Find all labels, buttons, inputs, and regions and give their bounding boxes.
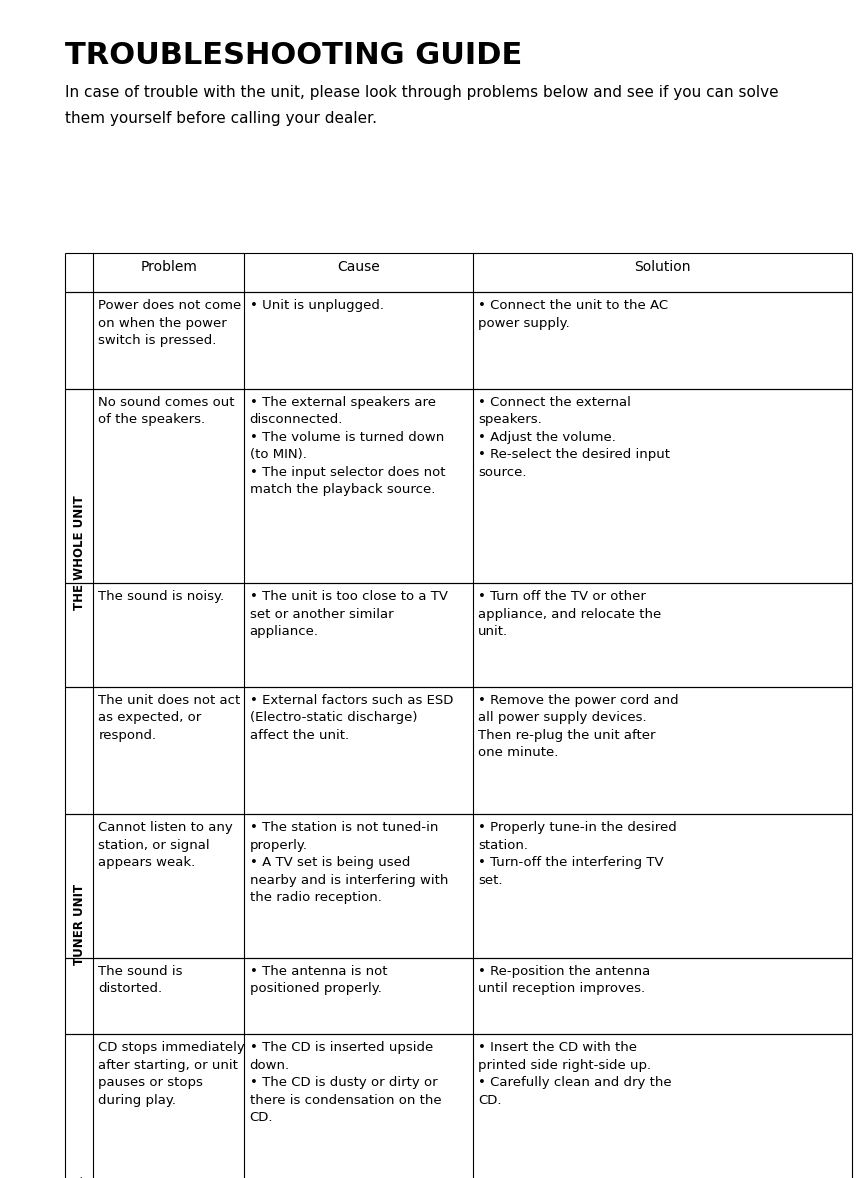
- Text: • The external speakers are
disconnected.
• The volume is turned down
(to MIN).
: • The external speakers are disconnected…: [249, 396, 445, 496]
- Text: • Re-position the antenna
until reception improves.: • Re-position the antenna until receptio…: [477, 965, 650, 995]
- Text: • The station is not tuned-in
properly.
• A TV set is being used
nearby and is i: • The station is not tuned-in properly. …: [249, 821, 448, 904]
- Text: THE WHOLE UNIT: THE WHOLE UNIT: [73, 496, 86, 610]
- Text: The unit does not act
as expected, or
respond.: The unit does not act as expected, or re…: [99, 694, 240, 742]
- Text: CD stops immediately
after starting, or unit
pauses or stops
during play.: CD stops immediately after starting, or …: [99, 1041, 245, 1107]
- Text: them yourself before calling your dealer.: them yourself before calling your dealer…: [65, 111, 377, 126]
- Text: Cause: Cause: [337, 260, 380, 274]
- Text: • The CD is inserted upside
down.
• The CD is dusty or dirty or
there is condens: • The CD is inserted upside down. • The …: [249, 1041, 441, 1124]
- Text: In case of trouble with the unit, please look through problems below and see if : In case of trouble with the unit, please…: [65, 85, 779, 100]
- Text: • The antenna is not
positioned properly.: • The antenna is not positioned properly…: [249, 965, 387, 995]
- Text: The sound is
distorted.: The sound is distorted.: [99, 965, 183, 995]
- Text: Problem: Problem: [140, 260, 197, 274]
- Text: • Remove the power cord and
all power supply devices.
Then re-plug the unit afte: • Remove the power cord and all power su…: [477, 694, 678, 760]
- Text: No sound comes out
of the speakers.: No sound comes out of the speakers.: [99, 396, 235, 426]
- Text: • Turn off the TV or other
appliance, and relocate the
unit.: • Turn off the TV or other appliance, an…: [477, 590, 661, 638]
- Text: • Connect the unit to the AC
power supply.: • Connect the unit to the AC power suppl…: [477, 299, 668, 330]
- Text: • Properly tune-in the desired
station.
• Turn-off the interfering TV
set.: • Properly tune-in the desired station. …: [477, 821, 676, 887]
- Text: • Insert the CD with the
printed side right-side up.
• Carefully clean and dry t: • Insert the CD with the printed side ri…: [477, 1041, 671, 1107]
- Text: • Connect the external
speakers.
• Adjust the volume.
• Re-select the desired in: • Connect the external speakers. • Adjus…: [477, 396, 670, 478]
- Text: TROUBLESHOOTING GUIDE: TROUBLESHOOTING GUIDE: [65, 41, 522, 71]
- Text: Solution: Solution: [634, 260, 690, 274]
- Text: Power does not come
on when the power
switch is pressed.: Power does not come on when the power sw…: [99, 299, 241, 348]
- Text: • Unit is unplugged.: • Unit is unplugged.: [249, 299, 383, 312]
- Text: Cannot listen to any
station, or signal
appears weak.: Cannot listen to any station, or signal …: [99, 821, 234, 869]
- Text: TUNER UNIT: TUNER UNIT: [73, 884, 86, 965]
- Text: • External factors such as ESD
(Electro-static discharge)
affect the unit.: • External factors such as ESD (Electro-…: [249, 694, 453, 742]
- Text: • The unit is too close to a TV
set or another similar
appliance.: • The unit is too close to a TV set or a…: [249, 590, 447, 638]
- Text: CD PLAYER: CD PLAYER: [73, 1176, 86, 1178]
- Text: The sound is noisy.: The sound is noisy.: [99, 590, 225, 603]
